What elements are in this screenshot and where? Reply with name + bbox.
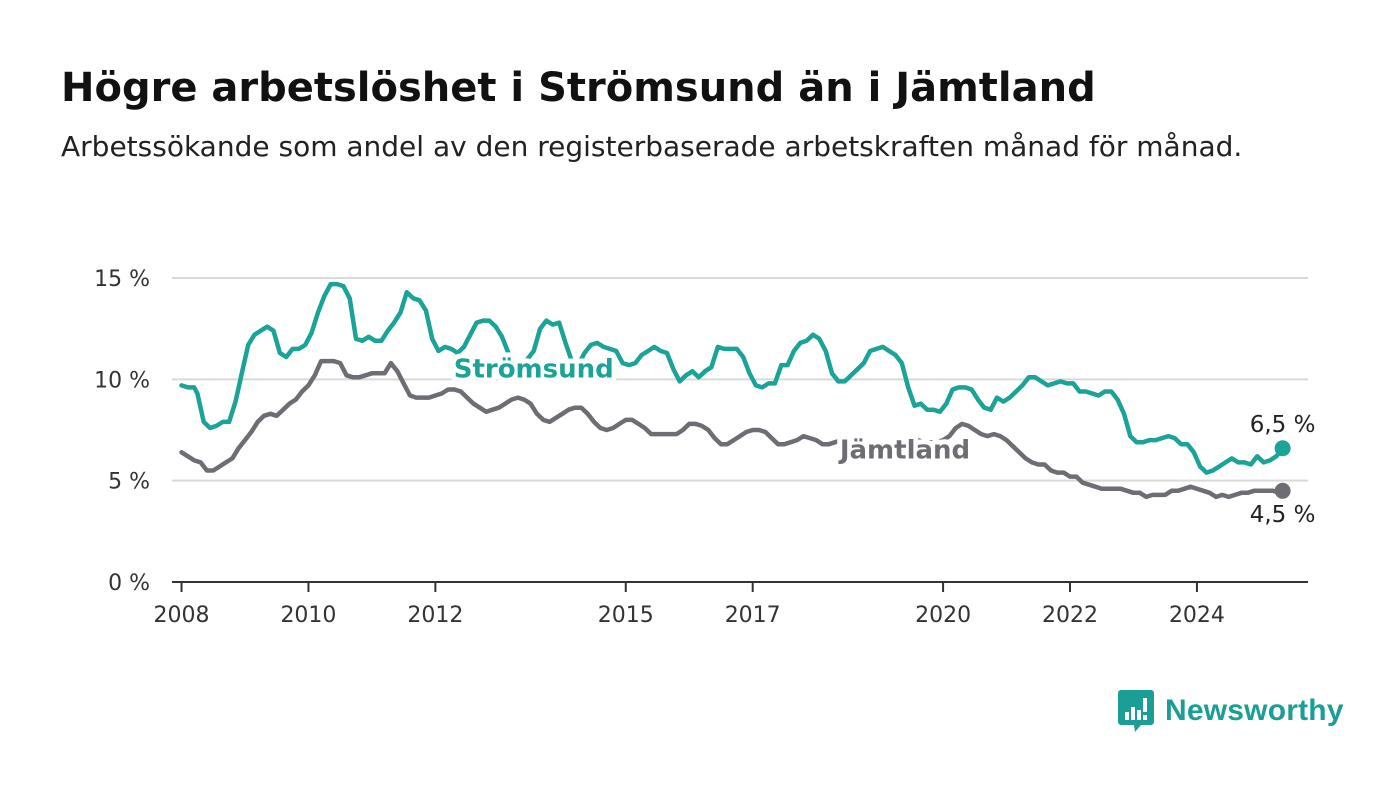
y-tick-label: 5 % — [108, 470, 150, 495]
x-tick-label: 2008 — [154, 603, 210, 628]
series-end-markers: 6,5 % 4,5 % — [1250, 412, 1316, 528]
series-lines — [179, 281, 1285, 500]
series-labels: Strömsund Jämtland — [449, 349, 975, 470]
x-tick-label: 2015 — [598, 603, 654, 628]
y-tick-label: 15 % — [94, 267, 150, 292]
series-label-Jämtland: Jämtland — [838, 435, 970, 465]
x-tick-label: 2022 — [1042, 603, 1098, 628]
y-axis-labels: 0 % 5 % 10 % 15 % — [94, 267, 150, 596]
x-tick-label: 2017 — [725, 603, 781, 628]
x-tick-label: 2012 — [407, 603, 463, 628]
end-marker-Jämtland — [1274, 482, 1291, 499]
chart-subtitle: Arbetssökande som andel av den registerb… — [61, 130, 1243, 163]
newsworthy-logo: Newsworthy — [1117, 689, 1344, 733]
x-tick-label: 2020 — [915, 603, 971, 628]
end-value-label-Jämtland: 4,5 % — [1250, 502, 1316, 528]
y-tick-label: 0 % — [108, 571, 150, 596]
series-line-Jämtland — [179, 358, 1285, 500]
brand-name: Newsworthy — [1165, 694, 1344, 727]
x-axis: 2008 2010 2012 2015 2017 2020 2022 2024 — [154, 581, 1308, 628]
x-tick-label: 2010 — [280, 603, 336, 628]
end-marker-Strömsund — [1274, 440, 1291, 457]
chart-title: Högre arbetslöshet i Strömsund än i Jämt… — [61, 65, 1096, 111]
newsworthy-chart-bubble-icon — [1118, 690, 1154, 732]
gridlines — [172, 277, 1308, 482]
x-tick-label: 2024 — [1169, 603, 1225, 628]
end-value-label-Strömsund: 6,5 % — [1250, 412, 1316, 438]
y-tick-label: 10 % — [94, 368, 150, 393]
series-line-Strömsund — [179, 281, 1285, 475]
series-label-Strömsund: Strömsund — [454, 354, 614, 384]
